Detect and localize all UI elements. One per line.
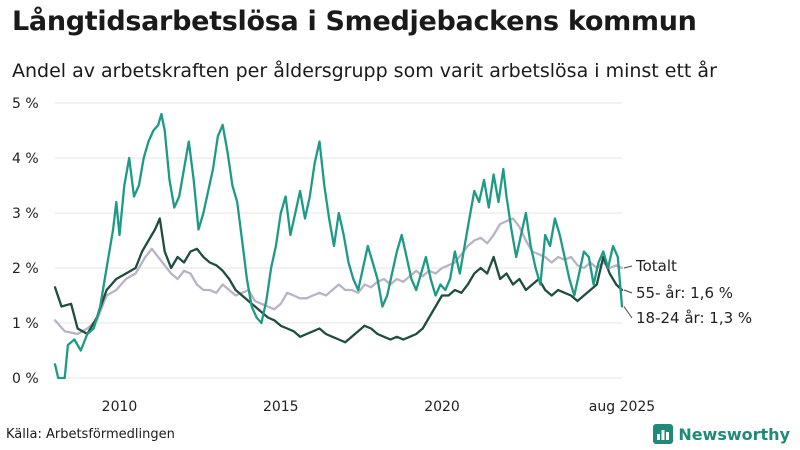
series-line-age1824 <box>53 112 624 380</box>
y-tick-label: 0 % <box>12 371 39 387</box>
series-end-label: Totalt <box>635 257 677 275</box>
series-end-label: 55- år: 1,6 % <box>636 284 733 302</box>
label-leader-line <box>623 265 633 269</box>
brand-name: Newsworthy <box>678 424 790 444</box>
x-tick-label: 2020 <box>424 399 460 415</box>
series-end-label: 18-24 år: 1,3 % <box>636 309 752 327</box>
y-tick-label: 2 % <box>12 261 39 277</box>
series-line-totalt <box>53 217 624 336</box>
x-tick-label: aug 2025 <box>589 399 655 415</box>
bar-chart-logo-icon <box>653 424 674 444</box>
source-note: Källa: Arbetsförmedlingen <box>6 427 175 442</box>
series-line-age55 <box>53 217 624 344</box>
y-tick-label: 1 % <box>12 316 39 332</box>
chart-title: Långtidsarbetslösa i Smedjebackens kommu… <box>12 6 697 37</box>
y-tick-label: 3 % <box>12 206 39 222</box>
y-tick-label: 5 % <box>12 96 39 112</box>
y-tick-label: 4 % <box>12 151 39 167</box>
x-tick-label: 2015 <box>263 399 299 415</box>
chart-subtitle: Andel av arbetskraften per åldersgrupp s… <box>12 60 717 82</box>
label-leader-line <box>623 289 633 294</box>
brand-logo: Newsworthy <box>653 424 790 444</box>
x-tick-label: 2010 <box>102 399 138 415</box>
label-leader-line <box>623 306 633 319</box>
